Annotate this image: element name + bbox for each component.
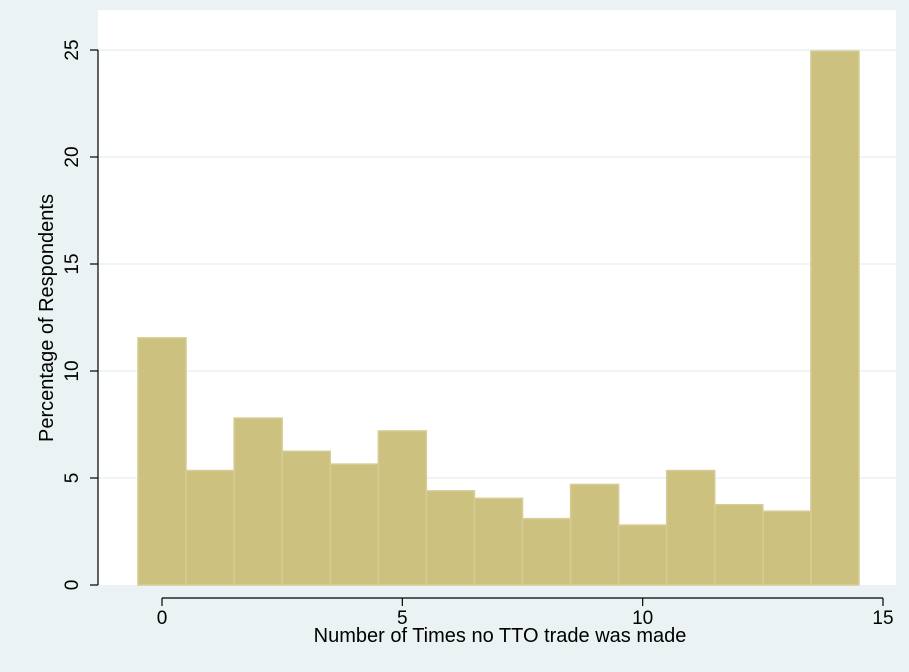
y-tick-label: 10 xyxy=(62,360,83,381)
x-tick-label: 0 xyxy=(157,608,168,629)
x-tick-label: 10 xyxy=(632,608,653,629)
y-tick-label: 25 xyxy=(62,39,83,60)
y-axis-title: Percentage of Respondents xyxy=(36,194,58,442)
y-tick-label: 0 xyxy=(62,580,83,591)
bars xyxy=(137,50,860,586)
bar xyxy=(425,490,476,586)
bar xyxy=(521,517,572,586)
bar xyxy=(569,483,620,586)
x-tick-label: 5 xyxy=(397,608,408,629)
bar xyxy=(281,450,331,586)
bar xyxy=(377,430,428,586)
x-tick-label: 15 xyxy=(872,608,893,629)
bar xyxy=(762,510,812,586)
bar xyxy=(665,469,716,586)
bar xyxy=(329,463,380,586)
axes: 0 5 10 15 20 25 0 5 10 15 xyxy=(62,39,894,629)
bar xyxy=(233,417,283,586)
bar xyxy=(810,50,860,586)
y-tick-label: 20 xyxy=(62,146,83,167)
bar xyxy=(137,337,187,586)
bar xyxy=(185,469,235,586)
bar xyxy=(473,497,524,586)
bar xyxy=(714,504,764,586)
y-tick-label: 5 xyxy=(62,473,83,484)
x-axis-title: Number of Times no TTO trade was made xyxy=(314,625,687,647)
y-tick-label: 15 xyxy=(62,253,83,274)
bar xyxy=(617,524,668,586)
